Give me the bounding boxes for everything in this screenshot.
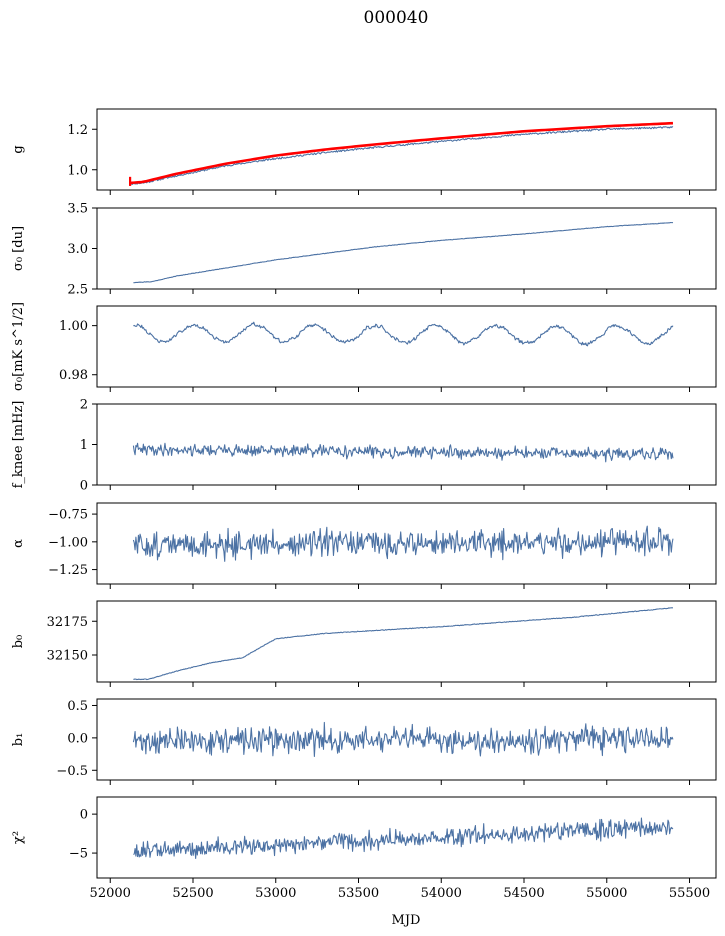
y-tick-label-7: 0.0 xyxy=(67,731,88,746)
y-tick-label-2: 3.5 xyxy=(67,202,88,217)
y-axis-label-5: α xyxy=(11,539,26,548)
panel-3: 0.98 1.00 σ₀[mK s^1/2] xyxy=(11,302,717,392)
axes-frame-8 xyxy=(96,796,717,879)
y-axis-label-7: b₁ xyxy=(11,733,26,747)
y-axis-label-8: χ² xyxy=(11,831,26,844)
x-tick-label: 53000 xyxy=(255,886,296,901)
y-axis-label-4: f_knee [mHz] xyxy=(11,401,26,489)
axes-frame-5 xyxy=(96,502,717,585)
series-line-2 xyxy=(133,221,674,284)
y-tick-label-1: 1.2 xyxy=(67,123,88,138)
y-tick-label-6: 32150 xyxy=(47,649,88,664)
y-tick-label-6: 32175 xyxy=(47,615,88,630)
series-line-1 xyxy=(130,126,674,185)
y-tick-label-2: 3.0 xyxy=(67,242,88,257)
y-tick-label-3: 0.98 xyxy=(59,368,88,383)
series-line-5 xyxy=(132,525,674,562)
panel-4: 0 1 2 f_knee [mHz] xyxy=(11,398,717,494)
y-tick-label-4: 0 xyxy=(80,479,88,494)
axes-frame-7 xyxy=(96,698,717,781)
panel-2: 2.5 3.0 3.5 σ₀ [du] xyxy=(11,202,717,298)
y-axis-label-3: σ₀[mK s^1/2] xyxy=(11,302,26,391)
x-tick-label: 52000 xyxy=(90,886,131,901)
y-tick-label-5: −1.00 xyxy=(48,535,88,550)
panel-7: −0.5 0.0 0.5 b₁ xyxy=(11,698,717,785)
panel-1: 1.0 1.2 g xyxy=(11,108,717,195)
figure-title: 000040 xyxy=(364,8,429,28)
series-line-8 xyxy=(133,817,674,859)
axes-frame-3 xyxy=(96,305,717,388)
x-tick-label: 54000 xyxy=(421,886,462,901)
x-tick-label: 54500 xyxy=(503,886,544,901)
axes-frame-1 xyxy=(96,108,717,191)
x-axis-label: MJD xyxy=(392,913,421,928)
panel-6: 32150 32175 b₀ xyxy=(11,600,717,687)
x-tick-label: 52500 xyxy=(172,886,213,901)
y-tick-label-4: 1 xyxy=(80,438,88,453)
y-tick-label-7: −0.5 xyxy=(56,764,88,779)
y-axis-label-2: σ₀ [du] xyxy=(11,226,26,271)
y-tick-label-1: 1.0 xyxy=(67,163,88,178)
panel-8: 52000 52500 53000 53500 54000 54500 55000 55500… xyxy=(11,796,717,901)
y-axis-label-1: g xyxy=(11,145,26,153)
x-tick-label: 55500 xyxy=(669,886,710,901)
x-tick-label: 53500 xyxy=(338,886,379,901)
axes-frame-6 xyxy=(96,600,717,683)
panel-5: −1.25 −1.00 −0.75 α xyxy=(11,502,717,589)
y-tick-label-4: 2 xyxy=(80,398,88,413)
series-line-6 xyxy=(133,607,673,681)
x-tick-label: 55000 xyxy=(586,886,627,901)
y-tick-label-3: 1.00 xyxy=(59,319,88,334)
series-line-3 xyxy=(133,321,674,347)
fit-line-1 xyxy=(130,121,674,185)
panels: 1.0 1.2 g 2.5 3.0 3.5 σ₀ [du] 0.98 1.00 σ₀[mK s^1… xyxy=(11,108,717,901)
y-axis-label-6: b₀ xyxy=(11,635,26,649)
y-tick-label-8: −5 xyxy=(69,847,88,862)
series-line-4 xyxy=(132,442,674,463)
y-tick-label-2: 2.5 xyxy=(67,283,88,298)
y-tick-label-5: −0.75 xyxy=(48,508,88,523)
y-tick-label-8: 0 xyxy=(80,808,88,823)
y-tick-label-7: 0.5 xyxy=(67,699,88,714)
series-line-7 xyxy=(132,721,674,758)
y-tick-label-5: −1.25 xyxy=(48,563,88,578)
